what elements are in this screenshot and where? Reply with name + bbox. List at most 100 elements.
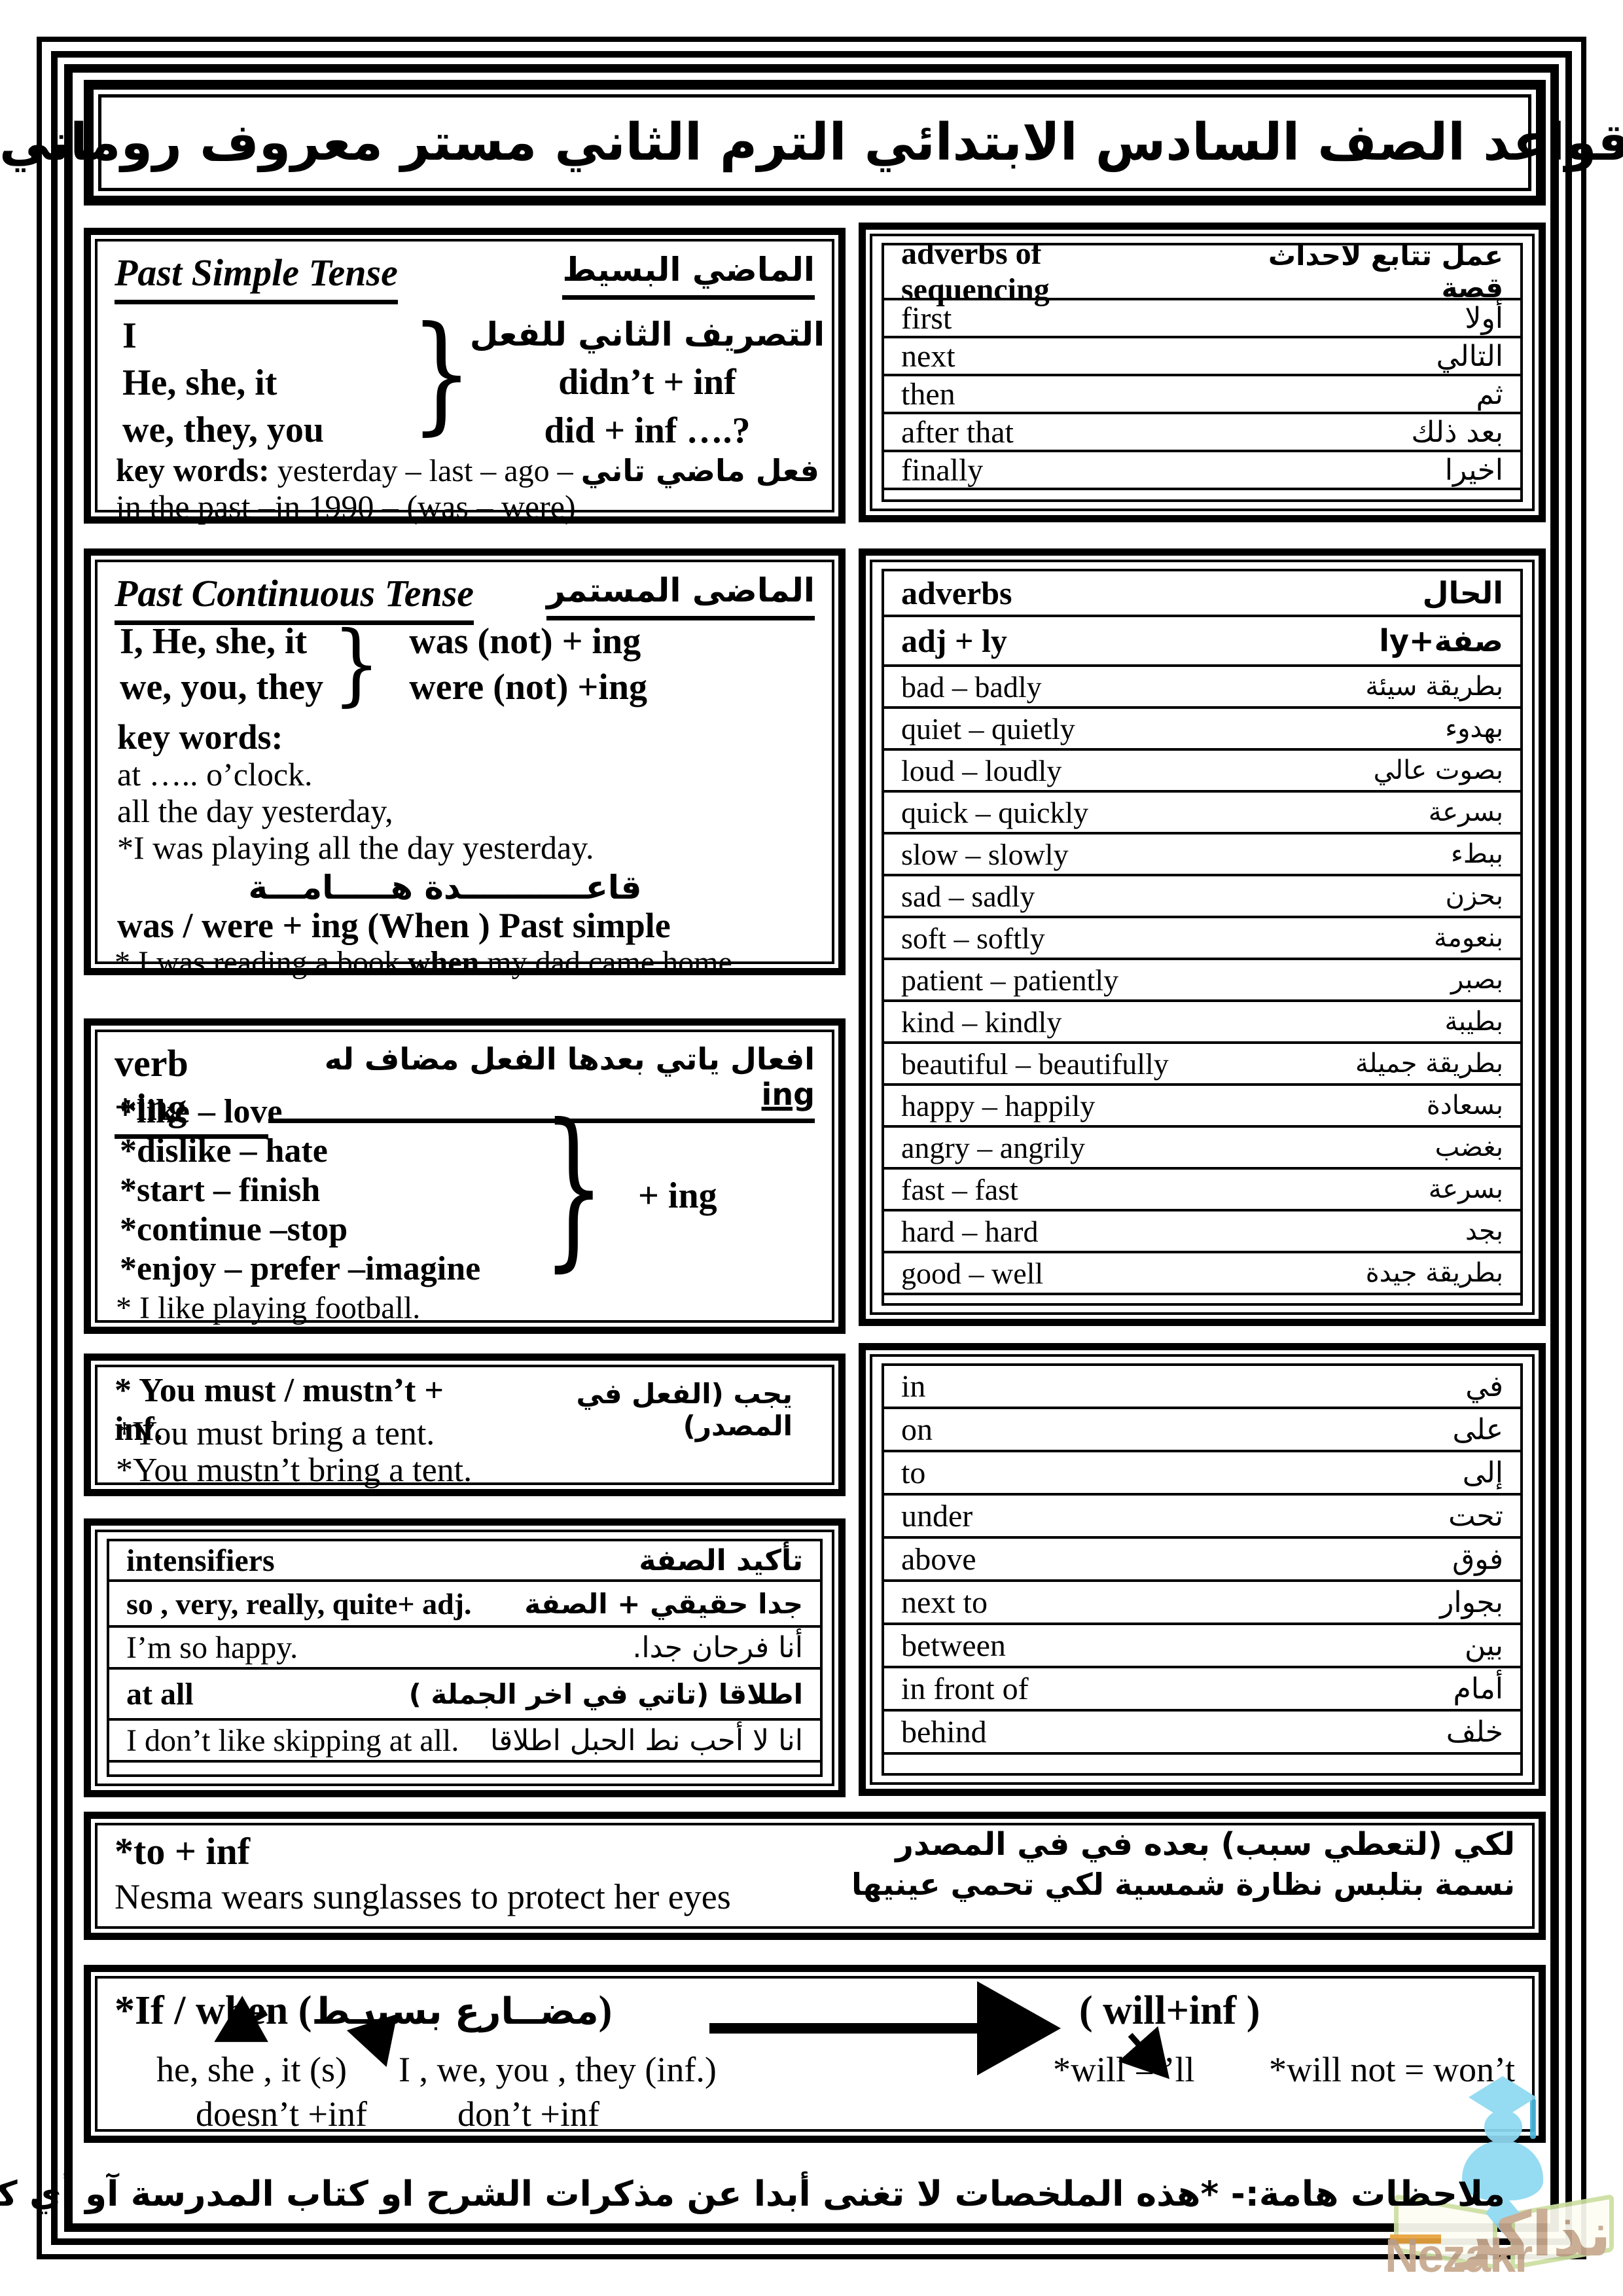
word-ar: خلف: [1446, 1715, 1503, 1749]
must-rule-ar: يجب (الفعل في المصدر): [576, 1378, 793, 1442]
word-ar: ببطء: [1451, 839, 1503, 869]
when-rule-example: * I was reading a book when my dad came …: [115, 944, 740, 980]
adverbs-rule-ar: صفة+ly: [1379, 623, 1503, 658]
table-row: to إلى: [884, 1452, 1520, 1496]
word-ar: في: [1465, 1369, 1503, 1403]
table-row: sad – sadly بحزن: [884, 876, 1520, 918]
adverbs-table: adverbs الحال adj + ly صفة+ly bad – badl…: [882, 569, 1523, 1306]
rule-ar: جدا حقيقي + الصفة: [524, 1587, 803, 1620]
close-paren: ): [598, 1988, 613, 2033]
rule-line: were (not) +ing: [409, 667, 647, 708]
adverbs-section: adverbs الحال adj + ly صفة+ly bad – badl…: [859, 548, 1546, 1326]
table-row: hard – hard بجد: [884, 1211, 1520, 1253]
rule-en: so , very, really, quite+ adj.: [126, 1587, 472, 1621]
must-rule-en: * You must / mustn’t + inf.: [115, 1372, 444, 1448]
table-header-row: intensifiers تأكيد الصفة: [109, 1541, 820, 1582]
title-banner: قواعد الصف السادس الابتدائي الترم الثاني…: [0, 80, 1623, 206]
must-rule-line: * You must / mustn’t + inf. يجب (الفعل ف…: [115, 1371, 793, 1448]
adverbs-of-sequencing-section: adverbs of sequencing عمل تتابع لاحداث ق…: [859, 223, 1546, 522]
past-simple-subjects: I He, she, it we, they, you: [122, 312, 324, 454]
past-simple-keywords: key words: yesterday – last – ago – فعل …: [116, 451, 819, 489]
past-continuous-forms: I, He, she, it we, you, they } was (not)…: [120, 613, 647, 716]
table-row: angry – angrily بغضب: [884, 1128, 1520, 1170]
if-when-rule: *If / when (مضــارع بسيــط): [115, 1988, 612, 2034]
past-continuous-heading-en: Past Continuous Tense: [115, 571, 474, 625]
keyword-line: *I was playing all the day yesterday.: [117, 829, 594, 866]
keyword-line: at ….. o’clock.: [117, 756, 313, 793]
table-row: happy – happily بسعادة: [884, 1086, 1520, 1128]
table-row: above فوق: [884, 1539, 1520, 1582]
list-item: *dislike – hate: [120, 1132, 328, 1170]
footer-note: ملاحظات هامة:- *هذه الملخصات لا تغنى أبد…: [0, 2174, 1505, 2214]
word-en: slow – slowly: [901, 837, 1069, 871]
word-en: good – well: [901, 1256, 1044, 1290]
rule-en: at all: [126, 1676, 194, 1712]
word-en: sad – sadly: [901, 879, 1035, 913]
word-en: behind: [901, 1714, 987, 1749]
example-ar: أنا فرحان جدا.: [632, 1630, 803, 1664]
rule-ar: اطلاقا (تاتي في اخر الجملة ): [408, 1677, 803, 1710]
word-ar: بين: [1464, 1628, 1503, 1662]
table-row: I’m so happy. أنا فرحان جدا.: [109, 1628, 820, 1670]
word-en: between: [901, 1628, 1006, 1663]
table-row: quick – quickly بسرعة: [884, 793, 1520, 834]
student-head: [1484, 2110, 1522, 2144]
curly-brace: }: [543, 1088, 605, 1288]
word-ar: اخيرا: [1444, 453, 1503, 487]
table-row: I don’t like skipping at all. انا لا أحب …: [109, 1721, 820, 1763]
word-en: hard – hard: [901, 1214, 1039, 1248]
to-inf-arabic: لكي (لتعطي سبب) بعده في في المصدر نسمة ب…: [851, 1824, 1515, 1904]
table-header-row: adverbs of sequencing عمل تتابع لاحداث ق…: [884, 245, 1520, 307]
word-ar: بطريقة سيئة: [1365, 672, 1503, 702]
table-row: soft – softly بنعومة: [884, 918, 1520, 960]
word-ar: بسرعة: [1428, 1174, 1503, 1204]
word-en: finally: [901, 452, 984, 488]
word-en: loud – loudly: [901, 753, 1062, 787]
word-en: happy – happily: [901, 1088, 1096, 1122]
small-arrow-will: [1118, 2026, 1169, 2079]
table-row: good – well بطريقة جيدة: [884, 1253, 1520, 1295]
word-en: beautiful – beautifully: [901, 1047, 1169, 1081]
table-row: so , very, really, quite+ adj. جدا حقيقي …: [109, 1582, 820, 1628]
table-row: in في: [884, 1366, 1520, 1409]
word-ar: بنعومة: [1433, 923, 1503, 953]
subject-line: I: [122, 315, 137, 356]
to-inf-rule: *to + inf: [115, 1830, 251, 1873]
list-item: *start – finish: [120, 1172, 321, 1209]
small-arrow-down: [346, 2010, 397, 2068]
past-continuous-heading-ar: الماضى المستمر: [546, 571, 815, 620]
word-ar: بصوت عالي: [1373, 755, 1503, 785]
table-row: patient – patiently بصبر: [884, 960, 1520, 1002]
student-body: [1462, 2140, 1543, 2200]
word-ar: بجد: [1465, 1216, 1503, 1246]
table-row: under تحت: [884, 1496, 1520, 1539]
keywords-en: yesterday – last – ago –: [269, 454, 581, 488]
word-en: fast – fast: [901, 1172, 1018, 1206]
subjects-column: I, He, she, it we, you, they: [120, 619, 323, 710]
will-contraction: *will = ’ll: [1053, 2050, 1195, 2089]
example-en: I don’t like skipping at all.: [126, 1723, 459, 1758]
word-ar: بطريقة جميلة: [1355, 1049, 1503, 1079]
rule-line: was (not) + ing: [409, 621, 641, 662]
keywords-label: key words:: [117, 717, 283, 757]
word-en: then: [901, 376, 955, 412]
adverbs-rule-en: adj + ly: [901, 622, 1007, 659]
prepositions-table: in في on على to إلى under تحت above فوق next …: [882, 1363, 1523, 1776]
verb-ing-section: verb +ing افعال ياتي بعدها الفعل مضاف له…: [84, 1018, 846, 1334]
word-ar: بصبر: [1451, 965, 1503, 995]
heading-ar-text: افعال ياتي بعدها الفعل مضاف له: [324, 1041, 815, 1077]
table-row: in front of أمام: [884, 1668, 1520, 1712]
table-row: quiet – quietly بهدوء: [884, 709, 1520, 751]
keyword-line: all the day yesterday,: [117, 793, 393, 829]
cap-tassel: [1530, 2098, 1536, 2139]
past-simple-header: Past Simple Tense الماضي البسيط: [115, 251, 815, 304]
keywords-ar: فعل ماضي تاني: [580, 453, 819, 488]
intensifiers-table: intensifiers تأكيد الصفة so , very, real…: [107, 1539, 823, 1777]
past-simple-heading-ar: الماضي البسيط: [562, 251, 815, 300]
word-en: under: [901, 1498, 973, 1534]
table-row: bad – badly بطريقة سيئة: [884, 667, 1520, 709]
past-continuous-keywords: at ….. o’clock. all the day yesterday, *…: [117, 756, 594, 866]
list-item: *continue –stop: [120, 1211, 348, 1248]
table-row: between بين: [884, 1625, 1520, 1668]
